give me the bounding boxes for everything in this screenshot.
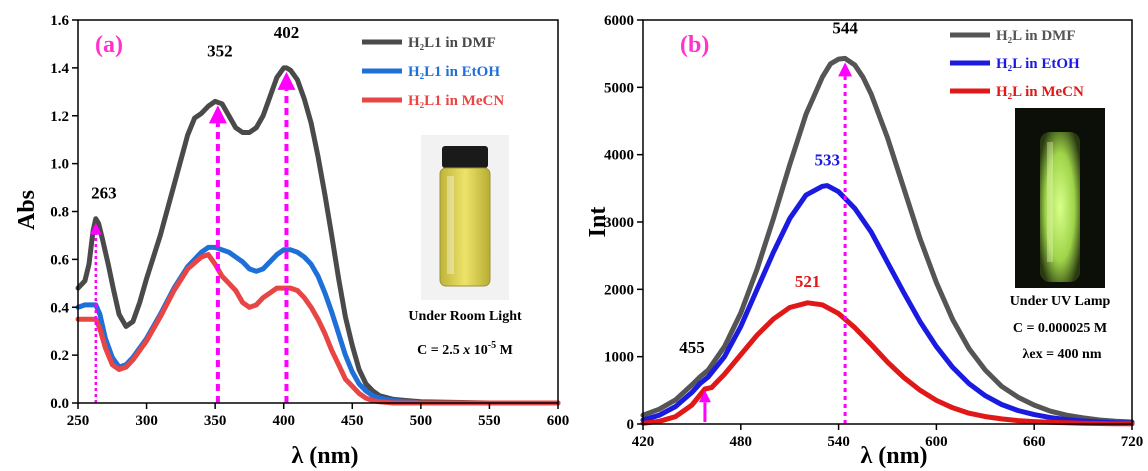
legend-text-mecn-b: H₂L in MeCN bbox=[996, 84, 1084, 100]
uv-lamp-caption: Under UV Lamp bbox=[1010, 294, 1111, 309]
panel-b-axes: 420 480 540 600 660 720 0 1000 2000 3000 4000 5000 6… bbox=[604, 13, 1143, 450]
panel-b-series bbox=[640, 55, 1135, 427]
peak-label-533: 533 bbox=[814, 151, 840, 170]
peak-label-402: 402 bbox=[274, 23, 300, 42]
y-tick-label: 0.8 bbox=[50, 205, 69, 221]
panel-b-legend: H₂L in DMF H₂L in EtOH H₂L in MeCN bbox=[950, 28, 1084, 100]
y-tick-label: 0.4 bbox=[50, 300, 69, 316]
y-tick-label: 1.4 bbox=[50, 61, 69, 77]
peak-label-521: 521 bbox=[795, 272, 821, 291]
y-tick-label: 0.0 bbox=[50, 396, 69, 412]
panel-a-series bbox=[75, 65, 561, 406]
y-tick-label: 2000 bbox=[604, 282, 634, 298]
y-tick-label: 5000 bbox=[604, 80, 634, 96]
x-tick-label: 450 bbox=[341, 413, 364, 429]
peak-label-263: 263 bbox=[91, 184, 117, 203]
panel-a-x-axis-title: λ (nm) bbox=[291, 443, 358, 469]
legend-text-dmf: H₂L1 in DMF bbox=[408, 35, 496, 51]
y-tick-label: 3000 bbox=[604, 215, 634, 231]
vial-photo-room-light bbox=[421, 135, 509, 300]
series-line-mecn bbox=[640, 300, 1135, 427]
panel-a-absorption-chart: 250 300 350 400 450 500 550 600 0.0 0.2 0.4 0.6 0.8 1… bbox=[14, 13, 569, 469]
series-line-etoh bbox=[640, 183, 1135, 426]
y-tick-label: 1.0 bbox=[50, 157, 69, 173]
series-line-dmf bbox=[640, 55, 1135, 425]
x-tick-label: 480 bbox=[730, 434, 753, 450]
legend-text-etoh: H₂L1 in EtOH bbox=[408, 64, 500, 80]
vial-body bbox=[439, 167, 491, 287]
x-tick-label: 500 bbox=[410, 413, 433, 429]
y-tick-label: 0 bbox=[627, 417, 635, 433]
peak-arrow-head bbox=[698, 390, 711, 403]
x-tick-label: 420 bbox=[632, 434, 655, 450]
panel-b-label: (b) bbox=[680, 32, 709, 58]
excitation-caption: λex = 400 nm bbox=[1022, 347, 1101, 362]
y-tick-label: 0.2 bbox=[50, 348, 69, 364]
panel-a-axes: 250 300 350 400 450 500 550 600 0.0 0.2 0.4 0.6 0.8 1… bbox=[50, 13, 569, 429]
panel-b-x-axis-title: λ (nm) bbox=[860, 443, 927, 469]
x-tick-label: 720 bbox=[1121, 434, 1144, 450]
panel-b-emission-chart: 420 480 540 600 660 720 0 1000 2000 3000 4000 5000 6… bbox=[585, 13, 1143, 469]
vial-cap bbox=[442, 146, 488, 168]
x-tick-label: 540 bbox=[827, 434, 850, 450]
x-tick-label: 250 bbox=[67, 413, 90, 429]
panel-b-peak-labels: 455 533 521 544 bbox=[679, 18, 858, 356]
series-line-dmf bbox=[75, 65, 561, 406]
peak-arrow-head bbox=[838, 62, 853, 77]
x-tick-label: 400 bbox=[272, 413, 295, 429]
y-tick-label: 1.2 bbox=[50, 109, 69, 125]
panel-b-arrows bbox=[698, 62, 853, 424]
y-tick-label: 1.6 bbox=[50, 13, 69, 29]
peak-arrow-head bbox=[89, 222, 102, 235]
y-tick-label: 6000 bbox=[604, 13, 634, 29]
vial-glare bbox=[447, 176, 454, 274]
legend-text-mecn: H₂L1 in MeCN bbox=[408, 93, 504, 109]
peak-label-352: 352 bbox=[207, 41, 233, 60]
peak-arrow-head bbox=[277, 71, 296, 90]
panel-a-label: (a) bbox=[95, 32, 123, 58]
legend-text-etoh-b: H₂L in EtOH bbox=[996, 56, 1080, 72]
x-tick-label: 600 bbox=[547, 413, 570, 429]
peak-label-544: 544 bbox=[832, 18, 858, 37]
legend-text-dmf-b: H₂L in DMF bbox=[996, 28, 1076, 44]
y-tick-label: 1000 bbox=[604, 350, 634, 366]
peak-arrow-head bbox=[208, 105, 227, 124]
uv-vial-glare bbox=[1047, 142, 1053, 262]
room-light-caption: Under Room Light bbox=[408, 309, 522, 324]
panel-b-y-axis-title: Int bbox=[585, 207, 611, 238]
panel-a-peak-labels: 263 352 402 bbox=[91, 23, 299, 203]
y-tick-label: 4000 bbox=[604, 148, 634, 164]
vial-photo-uv-lamp bbox=[1015, 108, 1105, 288]
panel-a-legend: H₂L1 in DMF H₂L1 in EtOH H₂L1 in MeCN bbox=[362, 35, 504, 109]
panel-a-arrows bbox=[89, 71, 296, 403]
series-line-mecn bbox=[75, 252, 561, 406]
x-tick-label: 350 bbox=[204, 413, 227, 429]
concentration-caption-b: C = 0.000025 M bbox=[1013, 321, 1107, 336]
x-tick-label: 300 bbox=[135, 413, 158, 429]
x-tick-label: 600 bbox=[925, 434, 948, 450]
peak-label-455: 455 bbox=[679, 338, 705, 357]
x-tick-label: 550 bbox=[478, 413, 501, 429]
uv-glowing-vial bbox=[1040, 132, 1080, 282]
y-tick-label: 0.6 bbox=[50, 252, 69, 268]
x-tick-label: 660 bbox=[1023, 434, 1046, 450]
panel-a-y-axis-title: Abs bbox=[14, 190, 40, 230]
concentration-caption-a: C = 2.5 x 10-5 M bbox=[417, 340, 513, 358]
